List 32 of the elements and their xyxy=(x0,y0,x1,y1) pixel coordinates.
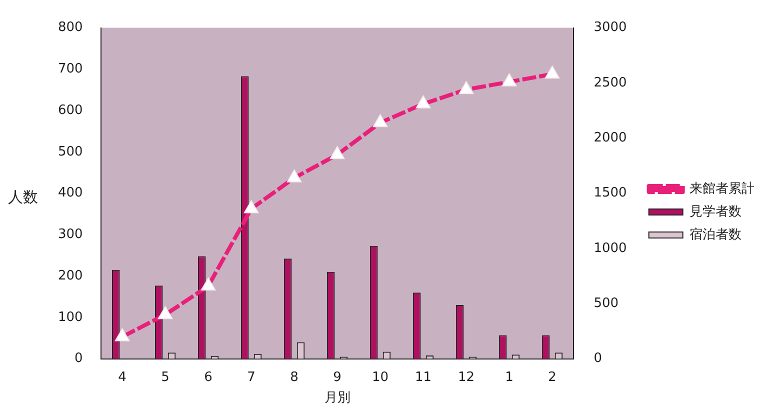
x-tick-label: 7 xyxy=(247,370,256,385)
x-axis-title: 月別 xyxy=(324,390,350,406)
y2-tick-label: 500 xyxy=(594,296,619,312)
legend-label: 来館者累計 xyxy=(689,181,754,196)
x-tick-label: 2 xyxy=(548,370,556,385)
y2-tick-label: 2500 xyxy=(594,75,627,90)
y2-tick-label: 2000 xyxy=(594,130,627,146)
y-tick-label: 200 xyxy=(58,268,83,284)
y-axis-title: 人数 xyxy=(8,188,38,207)
x-tick-label: 1 xyxy=(505,370,514,385)
x-tick-label: 12 xyxy=(458,370,475,385)
x-tick-label: 5 xyxy=(161,370,170,385)
y-tick-label: 600 xyxy=(58,102,83,118)
y2-tick-label: 1000 xyxy=(594,240,627,256)
legend-label: 見学者数 xyxy=(689,204,742,220)
legend-label: 宿泊者数 xyxy=(689,226,742,242)
y-tick-label: 300 xyxy=(58,227,83,242)
y-tick-label: 100 xyxy=(58,310,83,325)
y2-tick-label: 1500 xyxy=(594,186,627,201)
x-tick-label: 4 xyxy=(118,370,126,385)
y-tick-label: 800 xyxy=(58,20,83,36)
x-tick-label: 8 xyxy=(290,370,298,385)
y2-tick-label: 0 xyxy=(594,351,602,366)
y2-tick-label: 3000 xyxy=(594,20,627,36)
x-tick-label: 9 xyxy=(333,370,342,385)
y-tick-label: 500 xyxy=(58,144,83,160)
y-tick-label: 400 xyxy=(58,186,83,201)
x-tick-label: 11 xyxy=(414,370,432,385)
y-tick-label: 0 xyxy=(74,351,83,366)
x-tick-label: 10 xyxy=(372,370,389,385)
y-tick-label: 700 xyxy=(58,62,83,77)
x-tick-label: 6 xyxy=(204,370,212,385)
